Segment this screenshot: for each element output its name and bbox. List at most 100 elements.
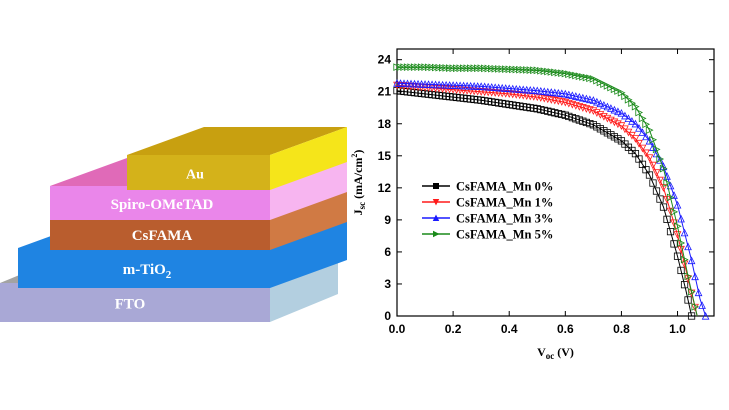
data-point — [659, 203, 668, 211]
data-point — [589, 107, 598, 116]
data-point — [645, 136, 654, 145]
data-point — [694, 288, 703, 297]
data-point — [628, 116, 636, 125]
data-point — [596, 99, 605, 108]
data-point — [698, 301, 706, 309]
data-point — [645, 126, 654, 135]
legend-label: CsFAMA_Mn 3% — [456, 212, 553, 226]
data-point — [593, 109, 601, 117]
data-point — [666, 193, 675, 202]
data-point — [652, 187, 661, 195]
y-tick-label: 3 — [384, 277, 391, 291]
y-tick-label: 24 — [378, 53, 392, 67]
legend-item-csfama-mn-0-: CsFAMA_Mn 0% — [422, 180, 553, 194]
legend-label: CsFAMA_Mn 1% — [456, 196, 553, 210]
data-point — [432, 198, 440, 206]
data-point — [642, 120, 651, 129]
data-point — [684, 242, 692, 251]
x-tick-label: 0.4 — [501, 322, 518, 336]
legend-label: CsFAMA_Mn 0% — [456, 180, 553, 194]
data-point — [614, 107, 622, 116]
data-point — [554, 88, 563, 97]
data-point — [687, 312, 696, 320]
data-point — [635, 139, 643, 148]
legend: CsFAMA_Mn 0% CsFAMA_Mn 1% CsFAMA_Mn 3% CsFA… — [422, 180, 553, 242]
y-tick-label: 21 — [378, 85, 392, 99]
layer-side-face — [270, 190, 347, 250]
data-point — [680, 255, 689, 264]
y-tick-label: 18 — [378, 117, 392, 131]
data-point — [607, 104, 615, 112]
data-point — [557, 89, 566, 98]
data-point — [561, 89, 570, 98]
layer-label: Spiro-OMeTAD — [111, 197, 214, 213]
legend-item-csfama-mn-5-: CsFAMA_Mn 5% — [422, 228, 553, 242]
x-tick-label: 1.0 — [669, 322, 686, 336]
data-point — [540, 87, 549, 96]
data-point — [610, 118, 619, 127]
data-point — [701, 311, 710, 320]
layer-label: Au — [186, 168, 204, 183]
data-point — [635, 123, 643, 132]
device-stack-diagram: FTO m-TiO2 CsFAMA Spiro-OMeTAD Au — [0, 127, 347, 322]
data-point — [677, 239, 686, 247]
x-tick-label: 0.6 — [557, 322, 574, 336]
data-point — [635, 108, 644, 117]
data-point — [687, 287, 696, 296]
layer-front-face — [18, 248, 270, 288]
data-point — [610, 105, 619, 114]
data-point — [631, 135, 640, 143]
data-point — [691, 303, 700, 311]
legend-item-csfama-mn-1-: CsFAMA_Mn 1% — [422, 196, 553, 210]
data-point — [663, 215, 671, 223]
y-tick-label: 0 — [384, 309, 391, 323]
y-tick-label: 15 — [378, 149, 392, 163]
layer-side-face — [270, 158, 347, 220]
data-point — [645, 171, 654, 179]
data-point — [680, 228, 689, 237]
legend-label: CsFAMA_Mn 5% — [456, 228, 553, 242]
data-point — [656, 195, 664, 203]
data-point — [568, 91, 577, 100]
data-point — [564, 90, 573, 99]
data-point — [638, 114, 647, 123]
data-point — [586, 95, 594, 104]
series-csfama-mn-0- — [393, 87, 696, 320]
data-point — [589, 96, 598, 104]
data-point — [677, 214, 685, 223]
series-csfama-mn-1- — [393, 81, 699, 317]
layer-au: Au — [127, 127, 347, 190]
data-point — [670, 240, 678, 248]
data-point — [649, 179, 657, 187]
x-tick-label: 0.8 — [613, 322, 630, 336]
data-point — [673, 252, 682, 260]
data-point — [656, 155, 665, 163]
data-point — [631, 102, 640, 111]
data-point — [691, 272, 699, 281]
data-point — [687, 256, 696, 265]
data-point — [656, 176, 664, 185]
layer-side-face — [270, 220, 347, 288]
data-point — [617, 108, 626, 117]
legend-item-csfama-mn-3-: CsFAMA_Mn 3% — [422, 212, 553, 226]
data-point — [547, 88, 556, 96]
layer-label: FTO — [115, 297, 146, 313]
data-point — [684, 272, 693, 281]
data-point — [575, 92, 584, 101]
data-point — [533, 86, 542, 95]
data-point — [666, 228, 675, 236]
layer-front-face — [127, 155, 270, 190]
data-point — [649, 161, 657, 170]
data-point — [649, 135, 658, 144]
data-point — [579, 93, 587, 102]
layer-side-face — [270, 127, 347, 190]
data-point — [642, 132, 650, 141]
data-point — [603, 114, 612, 123]
data-point — [652, 169, 661, 177]
series-line — [396, 84, 698, 317]
data-point — [642, 149, 650, 158]
data-point — [670, 208, 679, 216]
series-csfama-mn-5- — [393, 63, 700, 317]
series-csfama-mn-3- — [393, 79, 710, 320]
